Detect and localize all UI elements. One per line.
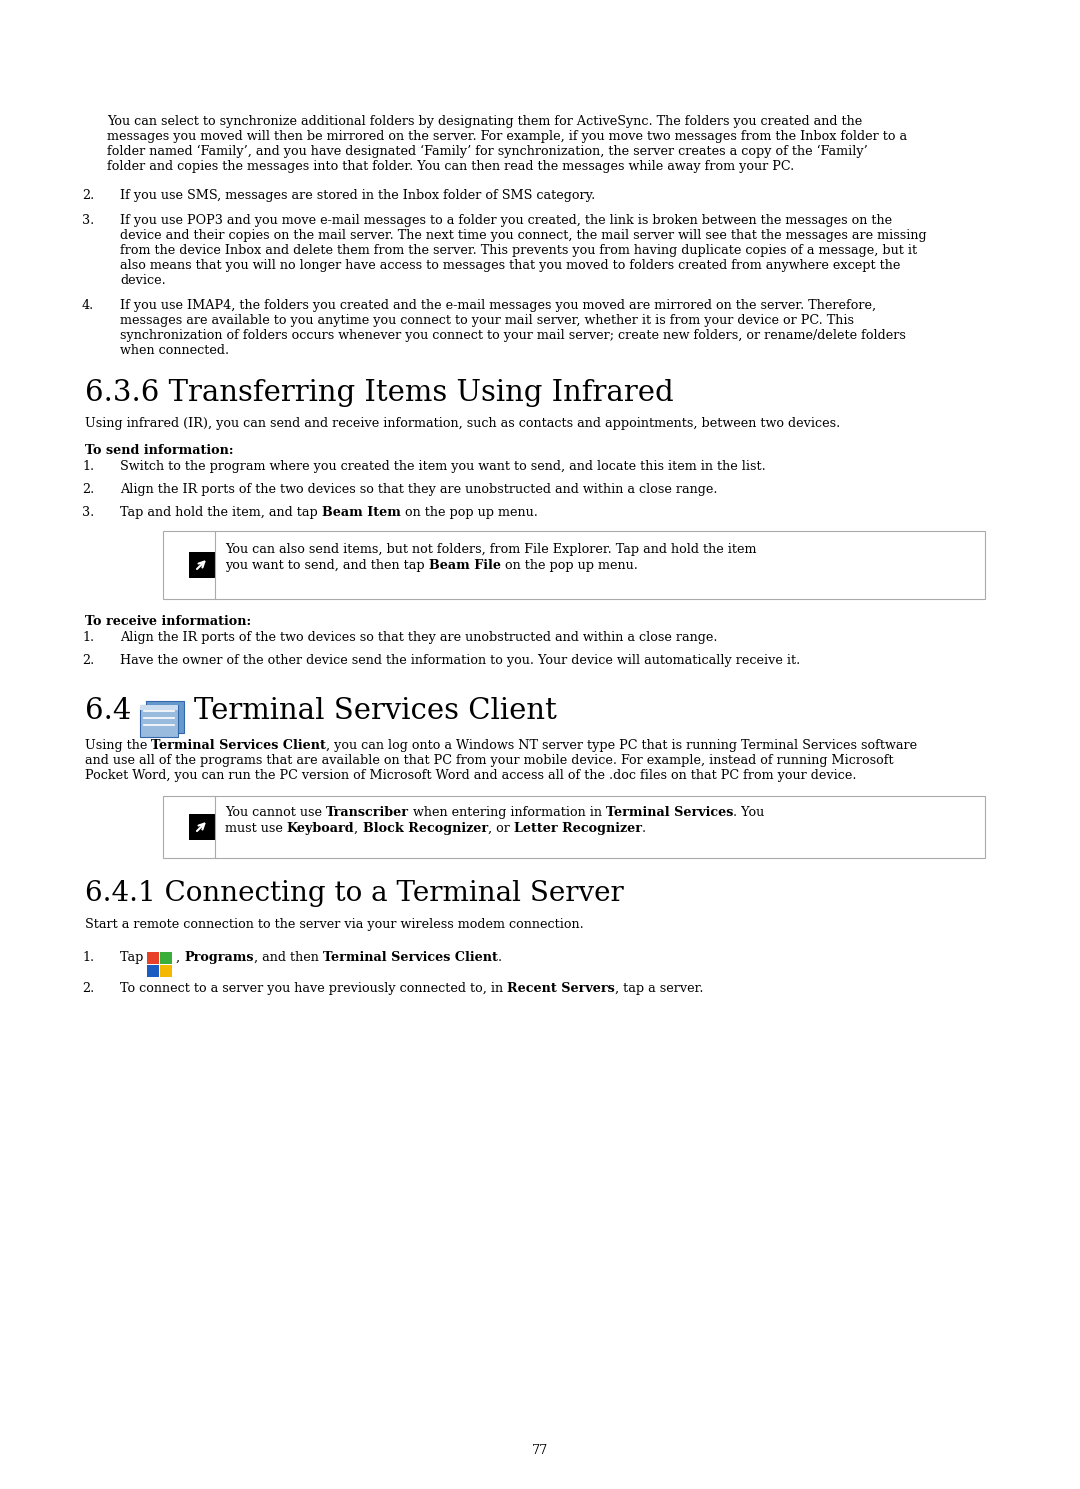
Text: .: . [642, 822, 646, 835]
Text: You cannot use: You cannot use [225, 806, 326, 819]
Text: 6.4: 6.4 [85, 697, 140, 725]
Text: 2.: 2. [82, 482, 94, 496]
Text: also means that you will no longer have access to messages that you moved to fol: also means that you will no longer have … [120, 259, 901, 272]
Text: Tap and hold the item, and tap: Tap and hold the item, and tap [120, 506, 322, 520]
Text: 4.: 4. [82, 299, 94, 313]
Text: , you can log onto a Windows NT server type PC that is running Terminal Services: , you can log onto a Windows NT server t… [326, 739, 917, 752]
Bar [140, 704, 178, 710]
Bar [189, 814, 215, 840]
Text: Letter Recognizer: Letter Recognizer [514, 822, 642, 835]
Text: when connected.: when connected. [120, 344, 229, 357]
Bar [147, 965, 160, 977]
Text: Programs: Programs [185, 951, 254, 963]
Text: ,: , [354, 822, 363, 835]
Text: and use all of the programs that are available on that PC from your mobile devic: and use all of the programs that are ava… [85, 753, 893, 767]
Text: messages you moved will then be mirrored on the server. For example, if you move: messages you moved will then be mirrored… [107, 130, 907, 143]
Text: Align the IR ports of the two devices so that they are unobstructed and within a: Align the IR ports of the two devices so… [120, 482, 717, 496]
Text: Recent Servers: Recent Servers [508, 983, 615, 995]
Text: To send information:: To send information: [85, 444, 233, 457]
Text: If you use IMAP4, the folders you created and the e-mail messages you moved are : If you use IMAP4, the folders you create… [120, 299, 876, 313]
Text: device and their copies on the mail server. The next time you connect, the mail : device and their copies on the mail serv… [120, 229, 927, 243]
Text: on the pop up menu.: on the pop up menu. [501, 558, 637, 572]
Text: Transcriber: Transcriber [326, 806, 409, 819]
Text: Terminal Services Client: Terminal Services Client [194, 697, 557, 725]
Text: You can also send items, but not folders, from File Explorer. Tap and hold the i: You can also send items, but not folders… [225, 543, 756, 555]
Text: Terminal Services: Terminal Services [606, 806, 733, 819]
Bar [163, 532, 985, 599]
Bar [163, 797, 985, 858]
Text: Block Recognizer: Block Recognizer [363, 822, 488, 835]
Text: on the pop up menu.: on the pop up menu. [401, 506, 538, 520]
Text: device.: device. [120, 274, 165, 287]
Bar [189, 552, 215, 578]
Text: Align the IR ports of the two devices so that they are unobstructed and within a: Align the IR ports of the two devices so… [120, 631, 717, 645]
Text: 1.: 1. [82, 460, 94, 474]
Bar [160, 965, 173, 977]
Text: .: . [498, 951, 502, 963]
Text: , or: , or [488, 822, 514, 835]
Text: Beam File: Beam File [429, 558, 501, 572]
Text: You can select to synchronize additional folders by designating them for ActiveS: You can select to synchronize additional… [107, 115, 862, 128]
Text: 1.: 1. [82, 951, 94, 963]
Text: Using the: Using the [85, 739, 151, 752]
Bar [140, 704, 178, 737]
Text: when entering information in: when entering information in [409, 806, 606, 819]
Bar [160, 951, 173, 963]
Text: Terminal Services Client: Terminal Services Client [151, 739, 326, 752]
Text: , and then: , and then [254, 951, 323, 963]
Text: synchronization of folders occurs whenever you connect to your mail server; crea: synchronization of folders occurs whenev… [120, 329, 906, 342]
Text: you want to send, and then tap: you want to send, and then tap [225, 558, 429, 572]
Text: from the device Inbox and delete them from the server. This prevents you from ha: from the device Inbox and delete them fr… [120, 244, 917, 258]
Text: If you use SMS, messages are stored in the Inbox folder of SMS category.: If you use SMS, messages are stored in t… [120, 189, 595, 203]
Text: Start a remote connection to the server via your wireless modem connection.: Start a remote connection to the server … [85, 919, 584, 931]
Text: Tap: Tap [120, 951, 147, 963]
Bar [147, 951, 160, 963]
Text: Terminal Services Client: Terminal Services Client [323, 951, 498, 963]
Text: To receive information:: To receive information: [85, 615, 252, 628]
Text: Using infrared (IR), you can send and receive information, such as contacts and : Using infrared (IR), you can send and re… [85, 417, 840, 430]
Text: Pocket Word, you can run the PC version of Microsoft Word and access all of the : Pocket Word, you can run the PC version … [85, 768, 856, 782]
Text: 2.: 2. [82, 654, 94, 667]
Text: Keyboard: Keyboard [287, 822, 354, 835]
Text: , tap a server.: , tap a server. [615, 983, 703, 995]
Text: 2.: 2. [82, 983, 94, 995]
Text: Switch to the program where you created the item you want to send, and locate th: Switch to the program where you created … [120, 460, 766, 474]
Text: 6.4.1 Connecting to a Terminal Server: 6.4.1 Connecting to a Terminal Server [85, 880, 624, 907]
Text: 3.: 3. [82, 214, 94, 226]
Text: must use: must use [225, 822, 287, 835]
Text: 77: 77 [531, 1444, 549, 1458]
Text: 6.3.6 Transferring Items Using Infrared: 6.3.6 Transferring Items Using Infrared [85, 380, 674, 406]
Text: folder named ‘Family’, and you have designated ‘Family’ for synchronization, the: folder named ‘Family’, and you have desi… [107, 144, 867, 158]
Text: 3.: 3. [82, 506, 94, 520]
Text: . You: . You [733, 806, 765, 819]
Bar [140, 704, 178, 737]
Text: 1.: 1. [82, 631, 94, 645]
Bar [146, 701, 184, 733]
Bar [146, 701, 184, 733]
Text: 2.: 2. [82, 189, 94, 203]
Text: ,: , [176, 951, 185, 963]
Text: Have the owner of the other device send the information to you. Your device will: Have the owner of the other device send … [120, 654, 800, 667]
Text: Beam Item: Beam Item [322, 506, 401, 520]
Text: To connect to a server you have previously connected to, in: To connect to a server you have previous… [120, 983, 508, 995]
Text: messages are available to you anytime you connect to your mail server, whether i: messages are available to you anytime yo… [120, 314, 854, 328]
Text: If you use POP3 and you move e-mail messages to a folder you created, the link i: If you use POP3 and you move e-mail mess… [120, 214, 892, 226]
Text: folder and copies the messages into that folder. You can then read the messages : folder and copies the messages into that… [107, 159, 794, 173]
